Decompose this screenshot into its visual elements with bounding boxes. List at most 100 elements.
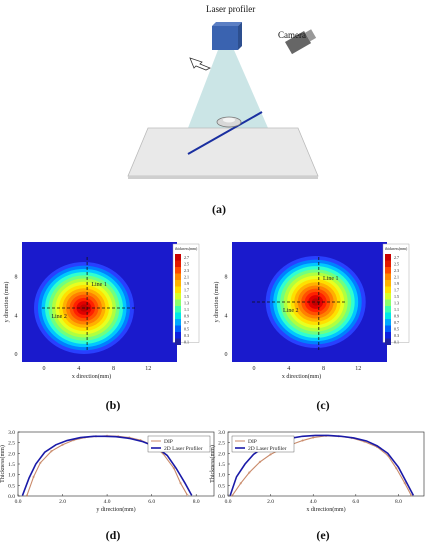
legend-value: 1.1 bbox=[394, 307, 399, 312]
x-tick-label: 12 bbox=[145, 366, 151, 372]
legend-swatch bbox=[175, 312, 181, 319]
legend-swatch bbox=[175, 286, 181, 293]
y-tick-label: 1.5 bbox=[8, 462, 15, 468]
scan-line bbox=[187, 111, 263, 155]
data-point bbox=[61, 443, 64, 446]
data-point bbox=[32, 475, 35, 478]
laser-profiler-box bbox=[212, 22, 242, 50]
legend-title: thickness(mm) bbox=[385, 247, 408, 251]
y-tick-label: 3.0 bbox=[8, 430, 15, 436]
y-tick-label: 0.5 bbox=[8, 483, 15, 489]
y-tick-label: 0 bbox=[15, 352, 18, 358]
legend-title: thickness(mm) bbox=[175, 247, 198, 251]
legend-value: 1.5 bbox=[394, 294, 399, 299]
legend-value: 1.7 bbox=[394, 288, 399, 293]
series-line-dip bbox=[231, 435, 412, 496]
y-axis-label: y direction (mm) bbox=[3, 282, 10, 323]
legend-entry: DIP bbox=[164, 439, 173, 445]
x-axis-label: x direction(mm) bbox=[72, 373, 111, 380]
line-2-label: Line 2 bbox=[283, 308, 299, 314]
legend-value: 1.5 bbox=[184, 294, 189, 299]
line-1-label: Line 1 bbox=[91, 282, 107, 288]
heatmap-c: Line 1 Line 2 thickness(mm) 2.7 2.52.3 2.11.9… bbox=[213, 242, 410, 380]
x-tick-label: 8 bbox=[322, 366, 325, 372]
caption-e: (e) bbox=[316, 528, 330, 542]
legend-swatch bbox=[175, 273, 181, 280]
y-axis-label: y direction (mm) bbox=[213, 282, 220, 323]
legend-swatch bbox=[385, 312, 391, 319]
x-tick-label: 4.0 bbox=[310, 499, 317, 505]
legend-swatch bbox=[385, 260, 391, 267]
data-point bbox=[258, 460, 262, 463]
y-axis-label: Thickness(mm) bbox=[0, 445, 6, 483]
legend-value: 1.9 bbox=[394, 281, 399, 286]
data-point bbox=[39, 461, 42, 465]
scan-direction-arrow-icon bbox=[189, 57, 211, 71]
legend-entry: DIP bbox=[248, 439, 257, 445]
data-point bbox=[248, 471, 251, 474]
legend-value: 2.5 bbox=[184, 262, 189, 267]
legend-value: 0.3 bbox=[394, 333, 399, 338]
y-tick-label: 4 bbox=[15, 313, 18, 319]
y-tick-label: 4 bbox=[225, 313, 228, 319]
legend-value: 0.7 bbox=[394, 320, 399, 325]
legend-value: 2.5 bbox=[394, 262, 399, 267]
caption-a: (a) bbox=[212, 202, 226, 216]
legend-value: 0.1 bbox=[184, 340, 189, 345]
data-point bbox=[395, 467, 398, 470]
y-tick-label: 2.0 bbox=[218, 451, 225, 457]
legend-swatch bbox=[175, 280, 181, 287]
legend-value: 1.7 bbox=[184, 288, 189, 293]
chart-(e): 0.0 0.5 1.0 1.5 2.0 2.5 3.0 0.0 2.0 4.0 6.0 8.0 x di… bbox=[209, 430, 425, 513]
caption-c: (c) bbox=[316, 398, 330, 412]
camera-icon bbox=[285, 29, 317, 55]
line-2-label: Line 2 bbox=[51, 314, 67, 320]
x-tick-label: 8 bbox=[112, 366, 115, 372]
legend-value: 2.1 bbox=[184, 275, 189, 280]
legend-swatch bbox=[385, 267, 391, 274]
y-tick-label: 2.5 bbox=[8, 441, 15, 447]
x-tick-label: 2.0 bbox=[267, 499, 274, 505]
data-point bbox=[269, 453, 272, 456]
legend-swatch bbox=[385, 299, 391, 306]
legend-value: 0.7 bbox=[184, 320, 189, 325]
data-point bbox=[403, 482, 406, 485]
x-tick-label: 0.0 bbox=[225, 499, 232, 505]
data-point bbox=[301, 439, 304, 442]
legend-entry: 2D Laser Profiler bbox=[248, 445, 287, 452]
caption-b: (b) bbox=[105, 398, 121, 412]
setup-diagram bbox=[127, 22, 319, 179]
legend-value: 0.9 bbox=[394, 314, 399, 319]
legend-swatch bbox=[175, 293, 181, 300]
legend-value: 0.5 bbox=[184, 327, 189, 332]
legend-swatch bbox=[175, 299, 181, 306]
legend-swatch bbox=[175, 306, 181, 313]
legend-value: 1.3 bbox=[394, 301, 399, 306]
legend-value: 0.1 bbox=[394, 340, 399, 345]
legend-swatch bbox=[385, 325, 391, 332]
data-point bbox=[25, 494, 29, 497]
y-tick-label: 0.0 bbox=[218, 494, 225, 500]
contour-band bbox=[311, 298, 320, 306]
legend-swatch bbox=[385, 306, 391, 313]
y-tick-label: 1.0 bbox=[8, 473, 15, 479]
legend-value: 1.9 bbox=[184, 281, 189, 286]
data-point bbox=[239, 482, 242, 485]
data-point bbox=[312, 436, 315, 439]
legend-value: 2.7 bbox=[184, 255, 189, 260]
data-point bbox=[186, 493, 189, 497]
legend-value: 2.3 bbox=[184, 268, 189, 273]
data-point bbox=[410, 494, 413, 497]
y-tick-label: 8 bbox=[225, 275, 228, 281]
legend-swatch bbox=[175, 254, 181, 261]
y-tick-label: 0.5 bbox=[218, 483, 225, 489]
data-point bbox=[231, 494, 234, 497]
legend-swatch bbox=[175, 325, 181, 332]
legend-box bbox=[147, 435, 211, 453]
series-line-laser bbox=[229, 434, 415, 496]
x-tick-label: 0 bbox=[43, 366, 46, 372]
x-tick-label: 0 bbox=[253, 366, 256, 372]
series-line-laser bbox=[21, 435, 193, 496]
x-tick-label: 4.0 bbox=[104, 499, 111, 505]
